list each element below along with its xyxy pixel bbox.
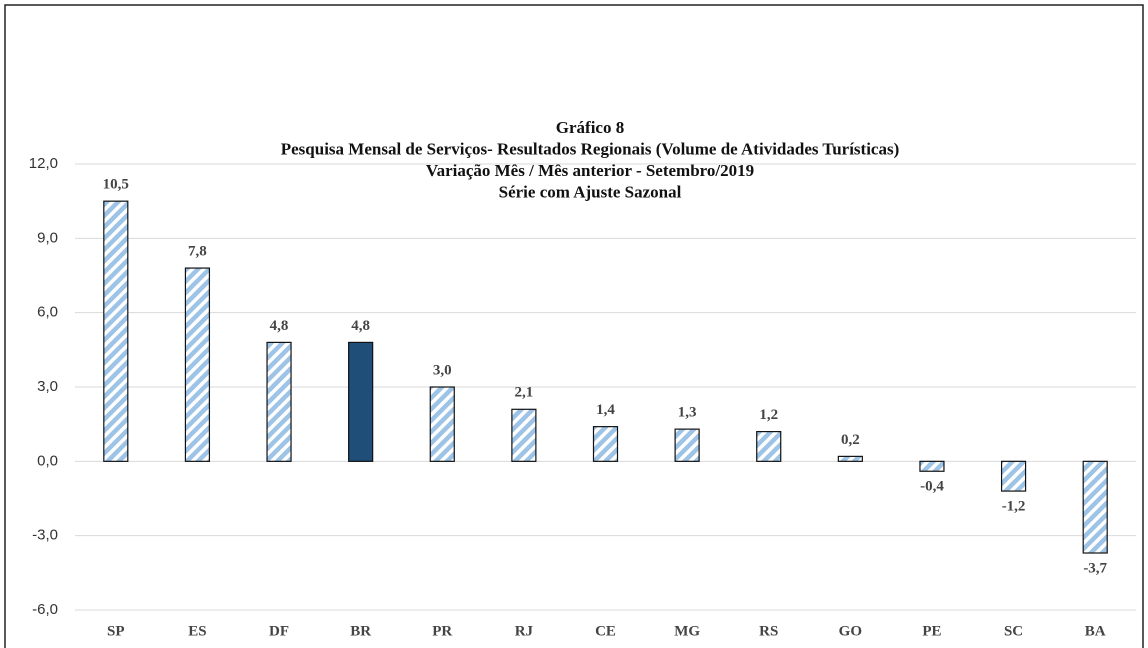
x-tick-label: GO [839, 623, 862, 639]
value-label: -1,2 [1002, 499, 1026, 515]
x-tick-label: DF [269, 623, 289, 639]
value-label: 3,0 [433, 362, 452, 378]
x-tick-label: SP [107, 623, 125, 639]
bar [756, 431, 782, 462]
chart-title: Pesquisa Mensal de Serviços- Resultados … [281, 139, 900, 158]
y-tick-label: -3,0 [32, 527, 58, 544]
value-label: 4,8 [351, 318, 370, 334]
bar [429, 386, 455, 462]
x-tick-label: PE [922, 623, 941, 639]
x-tick-label: RS [759, 623, 778, 639]
value-label: 7,8 [188, 244, 207, 260]
value-label: 4,8 [270, 318, 289, 334]
x-tick-label: RJ [515, 623, 534, 639]
bar [592, 426, 619, 462]
value-label: -0,4 [920, 479, 944, 495]
bar [184, 267, 211, 462]
bar [837, 455, 863, 462]
chart-title: Série com Ajuste Sazonal [499, 182, 682, 201]
bar [1082, 460, 1108, 554]
x-tick-label: MG [674, 623, 700, 639]
value-label: 10,5 [103, 177, 129, 193]
y-tick-label: 9,0 [37, 229, 58, 246]
x-tick-label: PR [432, 623, 452, 639]
bar [348, 341, 374, 462]
x-tick-label: BR [350, 623, 371, 639]
frame [4, 4, 1144, 648]
bar [674, 428, 700, 462]
x-tick-label: ES [188, 623, 206, 639]
chart-title: Variação Mês / Mês anterior - Setembro/2… [426, 161, 754, 180]
value-label: 0,2 [841, 432, 860, 448]
y-tick-label: 0,0 [37, 452, 58, 469]
bar [266, 341, 292, 462]
x-tick-label: BA [1085, 623, 1106, 639]
y-tick-label: 12,0 [29, 155, 58, 172]
bar [103, 200, 129, 462]
value-label: 2,1 [515, 385, 534, 401]
value-label: 1,4 [596, 402, 615, 418]
bar [919, 460, 945, 472]
y-tick-label: 3,0 [37, 378, 58, 395]
value-label: 1,2 [759, 407, 778, 423]
x-tick-label: CE [595, 623, 616, 639]
y-tick-label: 6,0 [37, 304, 58, 321]
chart-title: Gráfico 8 [556, 118, 624, 137]
value-label: 1,3 [678, 405, 697, 421]
value-label: -3,7 [1083, 560, 1107, 576]
bar [1000, 460, 1027, 492]
x-tick-label: SC [1004, 623, 1023, 639]
y-tick-label: -6,0 [32, 601, 58, 618]
bar [511, 408, 537, 462]
